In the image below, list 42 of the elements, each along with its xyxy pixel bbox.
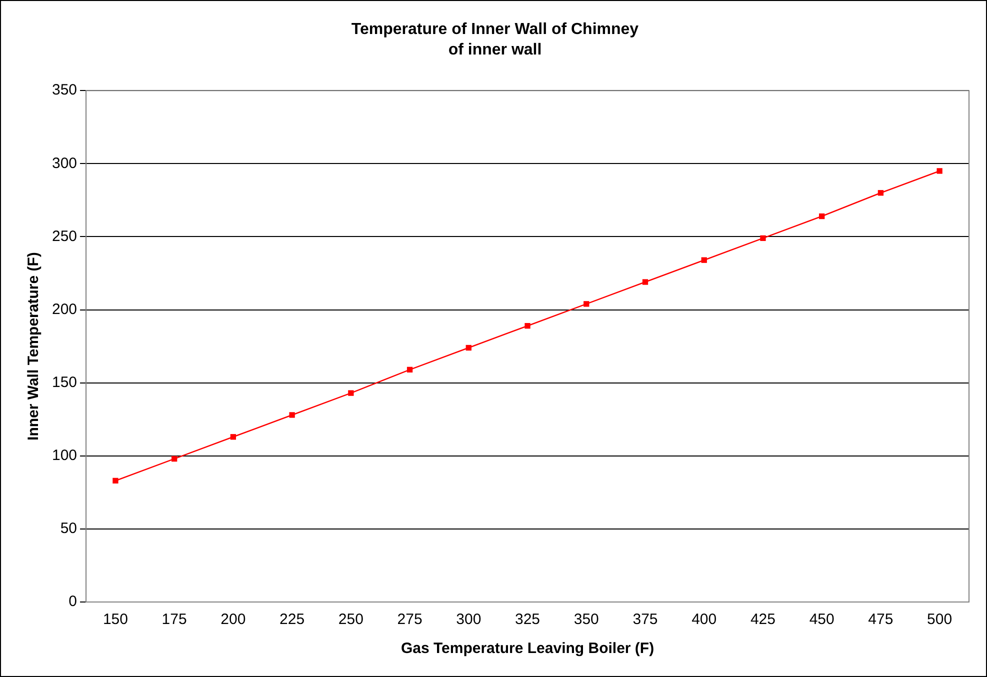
x-tick-label: 275 [397, 611, 422, 628]
x-tick-label: 350 [574, 611, 599, 628]
point [466, 344, 472, 351]
y-axis-title: Inner Wall Temperature (F) [25, 252, 42, 440]
y-tick-label: 300 [52, 154, 78, 172]
point [348, 390, 354, 396]
x-tick-label: 375 [632, 611, 658, 628]
y-tick-label: 200 [52, 300, 78, 318]
point [112, 478, 118, 484]
point [171, 456, 178, 462]
x-tick-label: 225 [280, 611, 305, 628]
point [524, 323, 530, 329]
x-tick-label: 475 [868, 611, 894, 628]
point [819, 213, 825, 220]
point [642, 279, 648, 285]
point [584, 301, 590, 307]
y-tick-label: 0 [68, 593, 78, 610]
y-tick-label: 100 [52, 447, 78, 464]
point [878, 190, 884, 196]
x-tick-label: 200 [220, 611, 246, 628]
x-tick-label: 175 [162, 611, 187, 628]
x-tick-label: 250 [338, 611, 364, 628]
x-tick-label: 300 [456, 611, 482, 628]
chart-subtitle: of inner wall [448, 42, 542, 59]
x-tick-label: 150 [102, 611, 128, 628]
point [936, 168, 942, 174]
x-tick-label: 400 [692, 611, 717, 628]
point [760, 235, 766, 242]
x-tick-label: 500 [927, 611, 952, 628]
chart-title: Temperature of Inner Wall of Chimney [351, 20, 639, 38]
y-tick-label: 350 [52, 82, 78, 99]
x-tick-label: 450 [809, 611, 834, 628]
point [701, 257, 707, 263]
y-tick-label: 250 [52, 228, 78, 245]
point [230, 434, 236, 440]
point [289, 412, 295, 418]
x-tick-label: 425 [750, 611, 776, 628]
y-tick-label: 150 [52, 374, 78, 391]
x-axis-title: Gas Temperature Leaving Boiler (F) [400, 640, 654, 658]
y-tick-label: 50 [60, 520, 78, 538]
point [406, 366, 413, 373]
x-tick-label: 325 [515, 611, 540, 628]
